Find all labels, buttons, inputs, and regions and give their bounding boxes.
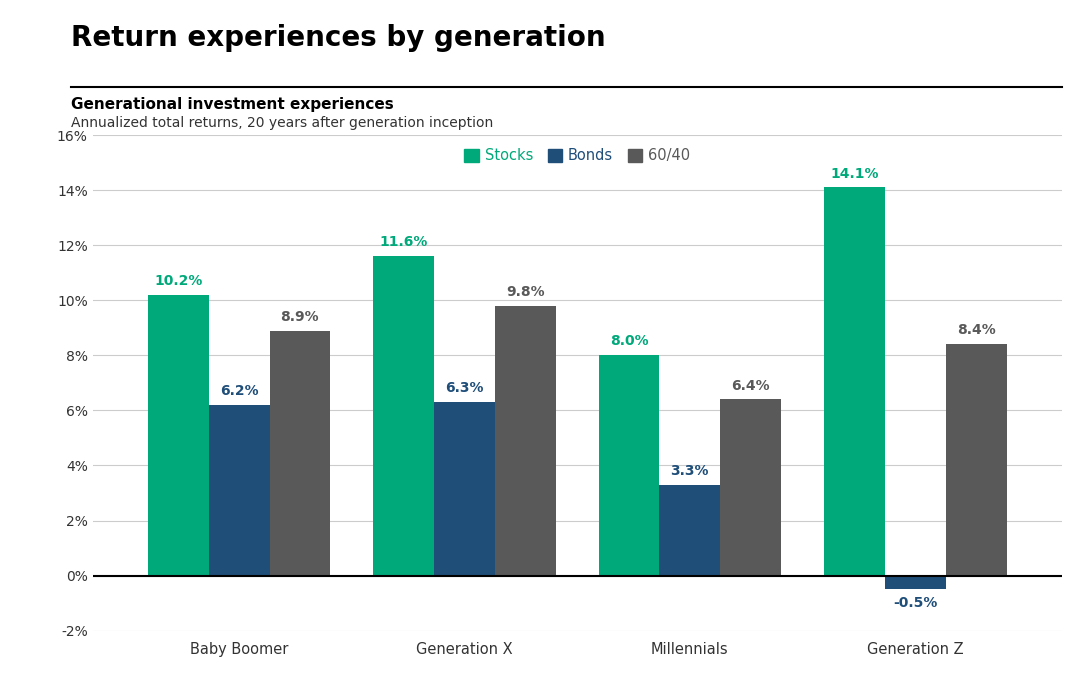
Text: 8.0%: 8.0%	[610, 335, 648, 349]
Legend: Stocks, Bonds, 60/40: Stocks, Bonds, 60/40	[458, 143, 696, 169]
Bar	[720, 399, 781, 576]
Bar	[269, 331, 330, 576]
Text: 6.3%: 6.3%	[445, 381, 484, 395]
Bar	[885, 576, 945, 589]
Text: Annualized total returns, 20 years after generation inception: Annualized total returns, 20 years after…	[71, 116, 493, 130]
Bar	[945, 344, 1006, 576]
Text: Return experiences by generation: Return experiences by generation	[71, 24, 605, 52]
Bar	[374, 256, 435, 576]
Bar	[494, 306, 555, 576]
Bar	[824, 187, 885, 576]
Bar	[148, 295, 209, 576]
Bar	[435, 402, 494, 576]
Text: 3.3%: 3.3%	[671, 464, 709, 478]
Text: 6.2%: 6.2%	[220, 384, 258, 398]
Text: 14.1%: 14.1%	[830, 166, 879, 181]
Text: 8.9%: 8.9%	[281, 310, 319, 324]
Text: 9.8%: 9.8%	[506, 285, 544, 299]
Text: 11.6%: 11.6%	[379, 236, 428, 249]
Text: -0.5%: -0.5%	[893, 596, 938, 611]
Text: Generational investment experiences: Generational investment experiences	[71, 97, 393, 112]
Bar	[599, 356, 660, 576]
Text: 10.2%: 10.2%	[154, 274, 203, 288]
Text: 8.4%: 8.4%	[957, 324, 995, 337]
Text: 6.4%: 6.4%	[732, 378, 770, 392]
Bar	[660, 484, 720, 576]
Bar	[209, 405, 269, 576]
